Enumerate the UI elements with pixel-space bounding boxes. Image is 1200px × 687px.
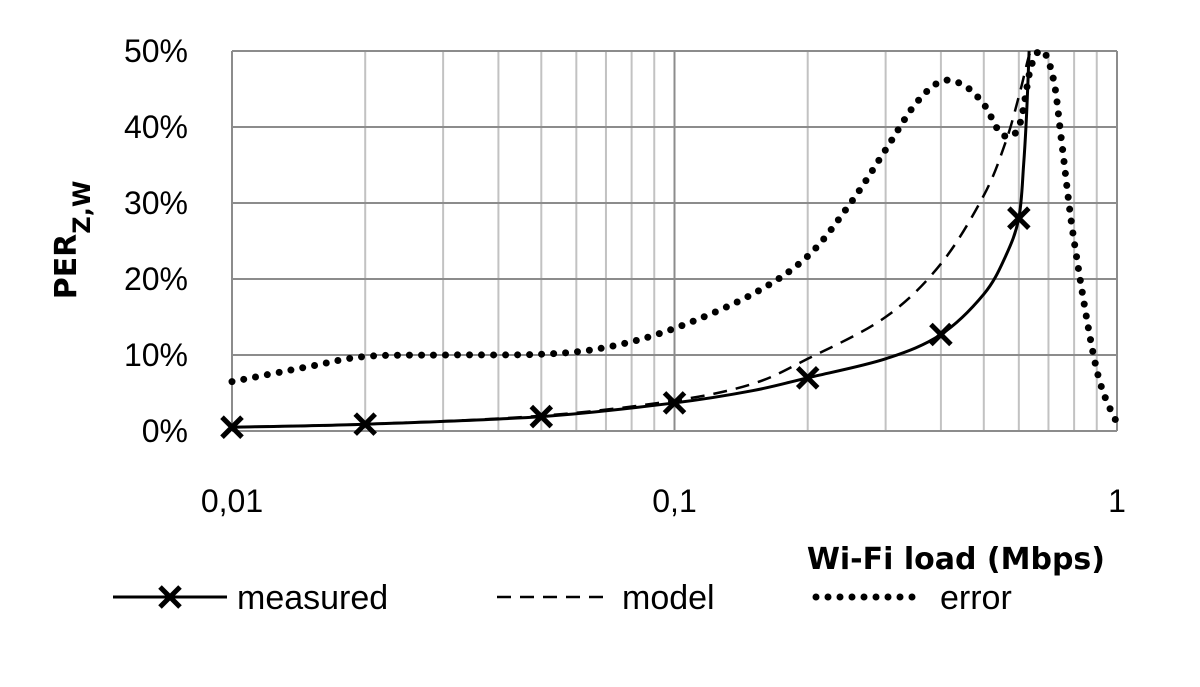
x-marker-stroke xyxy=(795,366,820,390)
legend-label: model xyxy=(622,579,715,617)
y-tick-label: 0% xyxy=(142,413,188,449)
legend-item-measured: measured xyxy=(113,579,388,617)
legend-label: error xyxy=(940,579,1012,617)
x-tick-labels: 0,01 0,1 1 xyxy=(201,483,1126,519)
legend-label: measured xyxy=(237,579,388,617)
legend-marker-measured xyxy=(158,585,182,609)
x-marker-stroke xyxy=(1007,206,1031,230)
x-marker-stroke xyxy=(529,404,554,429)
marker-measured xyxy=(795,366,820,390)
x-axis-title: Wi-Fi load (Mbps) xyxy=(807,542,1105,577)
y-tick-labels: 0% 10% 20% 30% 40% 50% xyxy=(124,33,188,449)
grid xyxy=(231,50,1118,432)
y-axis-title: PERZ,W xyxy=(49,181,96,300)
x-tick-label: 1 xyxy=(1108,483,1126,519)
x-tick-label: 0,1 xyxy=(652,483,696,519)
x-tick-label: 0,01 xyxy=(201,483,263,519)
x-marker-stroke xyxy=(220,415,244,439)
marker-measured xyxy=(929,322,953,347)
x-marker-stroke xyxy=(158,585,182,609)
y-tick-label: 10% xyxy=(124,337,188,373)
legend-item-model: model xyxy=(497,579,715,617)
x-marker-stroke xyxy=(353,412,377,436)
marker-measured xyxy=(220,415,244,439)
marker-measured xyxy=(1007,206,1031,230)
legend: measured model error xyxy=(113,579,1012,617)
y-tick-label: 50% xyxy=(124,33,188,69)
x-marker-stroke xyxy=(662,391,687,415)
y-tick-label: 20% xyxy=(124,261,188,297)
series-line-measured xyxy=(231,50,1031,429)
y-tick-label: 30% xyxy=(124,185,188,221)
series-clip-group xyxy=(228,47,1121,429)
y-axis-title-main: PER xyxy=(49,234,84,300)
x-marker-stroke xyxy=(929,322,953,347)
marker-measured xyxy=(529,404,554,429)
marker-measured xyxy=(353,412,377,436)
series-lines xyxy=(220,47,1121,439)
y-axis-title-sub: Z,W xyxy=(68,181,96,234)
legend-item-error: error xyxy=(812,579,1012,617)
marker-measured xyxy=(662,391,687,415)
series-line-model xyxy=(231,50,1033,429)
y-tick-label: 40% xyxy=(124,109,188,145)
